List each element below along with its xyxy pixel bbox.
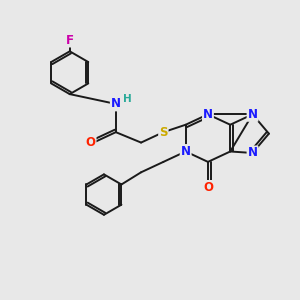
Text: N: N <box>203 108 213 121</box>
Text: N: N <box>248 108 257 121</box>
Text: O: O <box>203 181 213 194</box>
Text: S: S <box>159 126 168 139</box>
Text: N: N <box>248 146 257 160</box>
Text: F: F <box>66 34 74 46</box>
Text: N: N <box>181 145 191 158</box>
Text: O: O <box>85 136 96 149</box>
Text: N: N <box>111 98 121 110</box>
Text: H: H <box>123 94 131 103</box>
